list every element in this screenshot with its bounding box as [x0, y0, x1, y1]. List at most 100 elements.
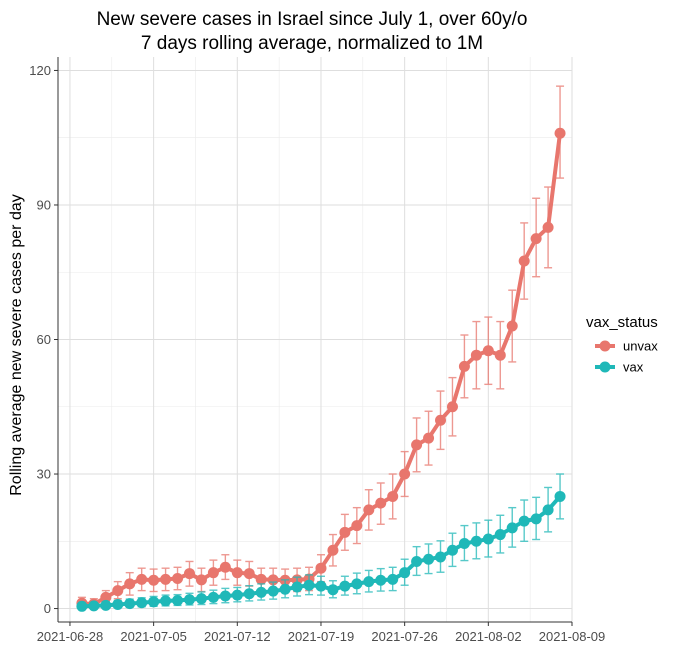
data-point — [160, 573, 172, 585]
data-point — [339, 580, 351, 592]
data-point — [446, 401, 458, 413]
data-point — [231, 567, 243, 579]
legend-label: vax — [623, 360, 644, 375]
data-point — [172, 573, 184, 585]
data-point — [136, 573, 148, 585]
data-point — [88, 600, 100, 612]
data-point — [148, 596, 160, 608]
data-point — [112, 599, 124, 611]
data-point — [351, 520, 363, 532]
data-point — [231, 589, 243, 601]
x-axis-ticks: 2021-06-28 2021-07-05 2021-07-12 2021-07-19… — [37, 622, 606, 644]
data-point — [76, 600, 88, 612]
data-point — [172, 594, 184, 606]
data-point — [219, 590, 231, 602]
data-point — [435, 551, 447, 563]
data-point — [494, 349, 506, 361]
data-point — [470, 535, 482, 547]
data-point — [195, 574, 207, 586]
data-point — [112, 585, 124, 597]
data-point — [542, 504, 554, 516]
data-point — [554, 127, 566, 139]
y-axis-title: Rolling average new severe cases per day — [8, 194, 25, 496]
data-point — [267, 585, 279, 597]
data-point — [243, 568, 255, 580]
data-point — [554, 490, 566, 502]
data-point — [183, 594, 195, 606]
data-point — [458, 538, 470, 550]
y-tick-label: 60 — [37, 332, 51, 347]
data-point — [315, 562, 327, 574]
legend-item-vax: vax — [595, 360, 644, 375]
series-vax — [76, 473, 566, 612]
data-point — [327, 584, 339, 596]
data-point — [411, 555, 423, 567]
data-point — [470, 349, 482, 361]
y-tick-label: 90 — [37, 197, 51, 212]
data-point — [148, 574, 160, 586]
legend-key-point — [599, 340, 611, 352]
data-point — [291, 581, 303, 593]
data-point — [207, 591, 219, 603]
data-point — [183, 568, 195, 580]
y-axis-ticks: 0 30 60 90 120 — [29, 63, 58, 616]
data-point — [506, 522, 518, 534]
data-point — [506, 320, 518, 332]
data-point — [518, 515, 530, 527]
x-tick-label: 2021-08-02 — [455, 629, 522, 644]
x-tick-label: 2021-07-05 — [120, 629, 187, 644]
legend-title: vax_status — [586, 314, 658, 331]
data-point — [482, 345, 494, 357]
data-point — [399, 567, 411, 579]
chart-title: New severe cases in Israel since July 1,… — [97, 9, 528, 30]
data-point — [327, 544, 339, 556]
legend-item-unvax: unvax — [595, 339, 658, 354]
legend: vax_status unvax vax — [586, 314, 658, 375]
data-point — [255, 586, 267, 598]
series-unvax — [76, 85, 566, 610]
data-point — [446, 544, 458, 556]
data-point — [255, 573, 267, 585]
data-point — [387, 573, 399, 585]
data-point — [458, 360, 470, 372]
legend-key-point — [599, 361, 611, 373]
series-layer — [76, 85, 566, 612]
x-tick-label: 2021-07-19 — [288, 629, 355, 644]
x-tick-label: 2021-08-09 — [539, 629, 606, 644]
data-point — [375, 497, 387, 509]
x-tick-label: 2021-07-26 — [371, 629, 438, 644]
data-point — [375, 574, 387, 586]
y-tick-label: 0 — [44, 601, 51, 616]
data-point — [243, 588, 255, 600]
data-point — [124, 578, 136, 590]
data-point — [542, 221, 554, 233]
x-tick-label: 2021-07-12 — [204, 629, 271, 644]
data-point — [530, 233, 542, 245]
data-point — [435, 414, 447, 426]
data-point — [195, 593, 207, 605]
data-point — [494, 529, 506, 541]
data-point — [530, 513, 542, 525]
data-point — [219, 561, 231, 573]
data-point — [160, 595, 172, 607]
y-tick-label: 120 — [29, 63, 51, 78]
data-point — [100, 591, 112, 603]
data-point — [124, 598, 136, 610]
data-point — [518, 255, 530, 267]
data-point — [351, 578, 363, 590]
data-point — [387, 490, 399, 502]
data-point — [423, 432, 435, 444]
data-point — [411, 439, 423, 451]
data-point — [207, 567, 219, 579]
data-point — [482, 533, 494, 545]
data-point — [363, 504, 375, 516]
grid-lines — [58, 57, 573, 622]
data-point — [303, 579, 315, 591]
data-point — [279, 583, 291, 595]
chart-subtitle: 7 days rolling average, normalized to 1M — [141, 33, 483, 54]
data-point — [399, 468, 411, 480]
data-point — [100, 599, 112, 611]
data-point — [423, 553, 435, 565]
x-tick-label: 2021-06-28 — [37, 629, 104, 644]
